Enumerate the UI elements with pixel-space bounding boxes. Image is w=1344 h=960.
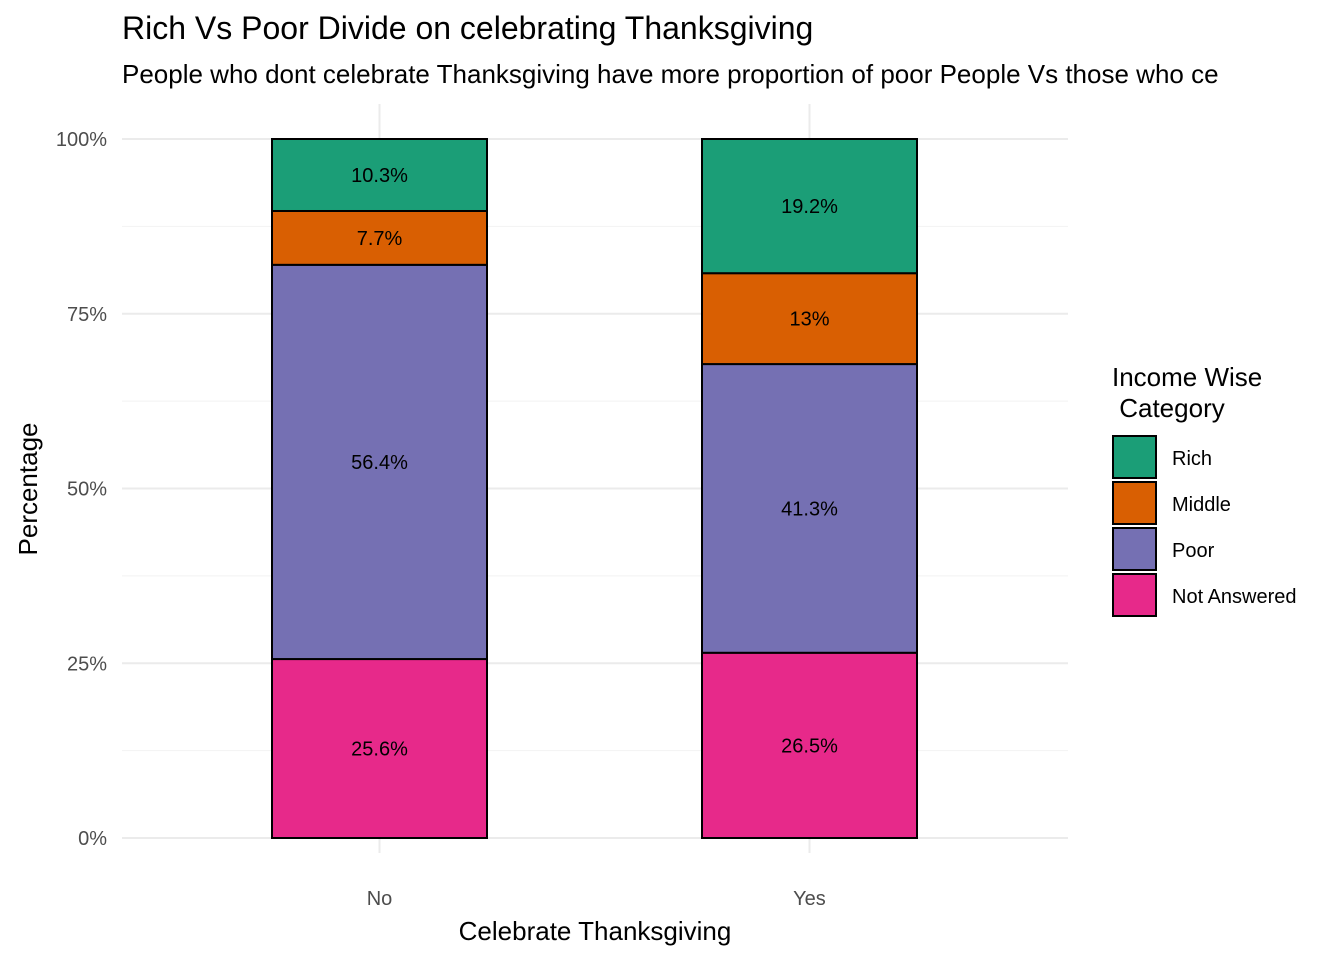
bar-segment-poor bbox=[701, 363, 918, 654]
x-axis-title: Celebrate Thanksgiving bbox=[459, 916, 732, 946]
bar-segment-rich bbox=[701, 138, 918, 275]
y-axis-ticks: 0% 25% 50% 75% 100% bbox=[56, 129, 107, 850]
segment-labels: 25.6% 56.4% 7.7% 10.3% 26.5% 41.3% 13% 19.2% bbox=[351, 165, 838, 761]
data-label: 7.7% bbox=[357, 228, 403, 250]
data-label: 26.5% bbox=[781, 735, 838, 757]
legend-label: Middle bbox=[1172, 494, 1231, 516]
data-label: 25.6% bbox=[351, 739, 408, 761]
y-tick-label: 75% bbox=[67, 304, 107, 326]
legend-title-line2: Category bbox=[1112, 393, 1225, 423]
legend-swatch bbox=[1112, 481, 1157, 525]
bar-segment-rich bbox=[271, 138, 488, 212]
y-axis-title: Percentage bbox=[13, 423, 43, 556]
y-tick-label: 100% bbox=[56, 129, 107, 151]
legend-label: Rich bbox=[1172, 448, 1212, 470]
y-tick-label: 25% bbox=[67, 653, 107, 675]
x-axis-ticks: No Yes bbox=[367, 888, 826, 910]
bar-segment-middle bbox=[271, 209, 488, 266]
legend-swatch bbox=[1112, 435, 1157, 479]
chart-title: Rich Vs Poor Divide on celebrating Thank… bbox=[122, 10, 814, 46]
legend-label: Not Answered bbox=[1172, 586, 1297, 608]
bars bbox=[271, 138, 918, 840]
y-tick-label: 50% bbox=[67, 479, 107, 501]
legend: Income Wise Category Rich Middle Poor Not A… bbox=[1112, 362, 1297, 617]
x-tick-label: Yes bbox=[793, 888, 826, 910]
data-label: 41.3% bbox=[781, 498, 838, 520]
legend-swatch bbox=[1112, 573, 1157, 617]
data-label: 13% bbox=[789, 309, 829, 331]
bar-segment-poor bbox=[271, 263, 488, 661]
bar-segment-not-answered bbox=[271, 658, 488, 840]
legend-label: Poor bbox=[1172, 540, 1215, 562]
y-tick-label: 0% bbox=[78, 828, 107, 850]
bar-segment-not-answered bbox=[701, 651, 918, 840]
legend-swatch bbox=[1112, 527, 1157, 571]
x-tick-label: No bbox=[367, 888, 393, 910]
chart-subtitle: People who dont celebrate Thanksgiving h… bbox=[122, 59, 1219, 89]
data-label: 56.4% bbox=[351, 452, 408, 474]
legend-title-line1: Income Wise bbox=[1112, 362, 1262, 392]
grid-lines bbox=[122, 104, 1068, 853]
data-label: 10.3% bbox=[351, 165, 408, 187]
data-label: 19.2% bbox=[781, 196, 838, 218]
